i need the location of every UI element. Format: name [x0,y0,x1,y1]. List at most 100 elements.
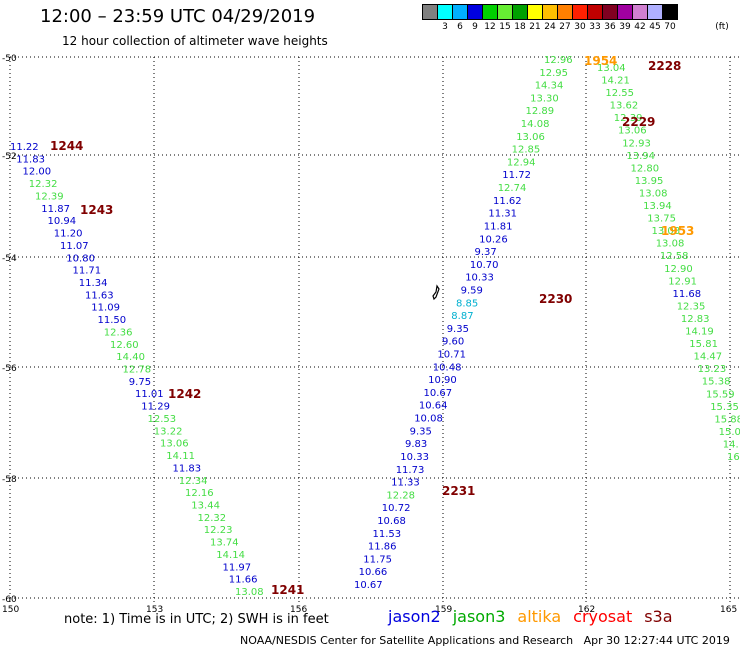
pass-time-label: 2229 [622,115,655,129]
legend-label: 12 [484,22,496,32]
swh-value: 12.95 [539,68,568,79]
swh-value: 12.60 [110,340,139,351]
swh-value: 11.72 [502,170,531,181]
swh-value: 11.75 [363,554,392,565]
swh-value: 12.93 [622,138,651,149]
swh-value: 13.44 [191,501,220,512]
swh-value: 11.33 [391,478,420,489]
pass-time-label: 2230 [539,292,572,306]
swh-value: 10.68 [377,516,406,527]
legend-swatch [527,4,543,20]
legend-swatch [557,4,573,20]
swh-value: 15.88 [714,414,740,425]
swh-value: 12.16 [185,488,214,499]
swh-value: 10.33 [465,273,494,284]
swh-value: 8.87 [451,311,473,322]
swh-value: 11.07 [60,241,89,252]
swh-color-legend: 3 6 9 12 15 18 21 24 27 30 33 36 39 42 4… [422,4,729,36]
swh-value: 11.62 [493,196,522,207]
swh-value: 12.36 [104,327,133,338]
legend-swatch [422,4,438,20]
legend-label: 30 [574,22,586,32]
legend-swatch [662,4,678,20]
legend-label: 33 [589,22,601,32]
swh-value: 15.81 [689,339,718,350]
swh-value: 11.50 [98,315,127,326]
swh-value: 15.59 [706,389,735,400]
swh-value: 9.35 [410,426,432,437]
longitude-labels: 150 153 156 159 162 165 [2,605,737,615]
swh-value: 12.35 [677,301,706,312]
satellite-jason3: jason3 [452,607,506,626]
swh-value: 14. [723,440,739,451]
legend-label: 24 [544,22,556,32]
swh-value: 12.83 [681,314,710,325]
legend-label: 45 [649,22,661,32]
lon-label: 159 [435,605,452,615]
satellite-key: jason2 jason3 altika cryosat s3a [388,607,673,626]
swh-value: 11.87 [41,204,70,215]
swh-value: 13.06 [618,126,647,137]
swh-value: 13.94 [643,201,672,212]
legend-swatch [632,4,648,20]
swh-value: 13.06 [160,439,189,450]
swh-value: 12.91 [668,276,697,287]
latitude-labels: -50 -52 -54 -56 -58 -60 [2,54,17,605]
page-title: 12:00 – 23:59 UTC 04/29/2019 [40,6,316,27]
footnote: note: 1) Time is in UTC; 2) SWH is in fe… [64,612,329,627]
swh-value: 14.19 [685,327,714,338]
swh-value: 9.37 [475,247,497,258]
coastline [432,284,440,301]
swh-value: 11.97 [223,562,252,573]
swh-value: 10.90 [428,375,457,386]
swh-value: 11.31 [488,209,517,220]
swh-value: 13.62 [610,101,639,112]
swh-value: 11.63 [85,290,114,301]
swh-value: 11.22 [10,142,39,153]
legend-label: 9 [472,22,478,32]
swh-value: 12.96 [544,55,573,66]
swh-value: 14.11 [166,451,195,462]
swh-value: 12.78 [123,365,152,376]
legend-label: 70 [664,22,676,32]
lon-label: 162 [578,605,595,615]
legend-swatch [452,4,468,20]
pass-time-label: 1243 [80,203,113,217]
legend-swatch [587,4,603,20]
legend-label: 6 [457,22,463,32]
swh-value: 12.34 [179,476,208,487]
lat-label: -56 [2,364,17,374]
swh-value: 12.58 [660,251,689,262]
swh-value: 10.48 [433,362,462,373]
swh-value: 12.39 [614,113,643,124]
page-subtitle: 12 hour collection of altimeter wave hei… [62,34,328,48]
swh-value: 11.01 [135,389,164,400]
swh-value: 11.20 [54,229,83,240]
swh-value: 12.94 [507,157,536,168]
swh-value: 8.85 [456,298,478,309]
swh-value: 9.83 [405,439,427,450]
legend-swatch [497,4,513,20]
swh-value: 10.66 [359,567,388,578]
swh-value: 13.08 [656,239,685,250]
swh-value: 12.00 [23,167,52,178]
lon-label: 156 [290,605,307,615]
legend-swatch [617,4,633,20]
legend-label: (ft) [715,22,729,32]
legend-label: 39 [619,22,631,32]
swh-value: 12.80 [631,163,660,174]
swh-value: 13.74 [210,538,239,549]
swh-value: 15.35 [710,402,739,413]
swh-tracks: 11.2211.8312.0012.3212.3911.8710.9411.20… [10,55,740,598]
swh-value: 14.34 [535,81,564,92]
legend-label: 36 [604,22,616,32]
pass-time-label: 1953 [661,224,694,238]
lon-label: 153 [146,605,163,615]
legend-swatch [542,4,558,20]
pass-time-labels: 1244 1243 1242 1241 2231 2230 1954 2228 … [50,54,694,597]
lat-label: -54 [2,254,17,264]
legend-swatch [482,4,498,20]
legend-swatch [572,4,588,20]
swh-value: 11.29 [141,402,170,413]
